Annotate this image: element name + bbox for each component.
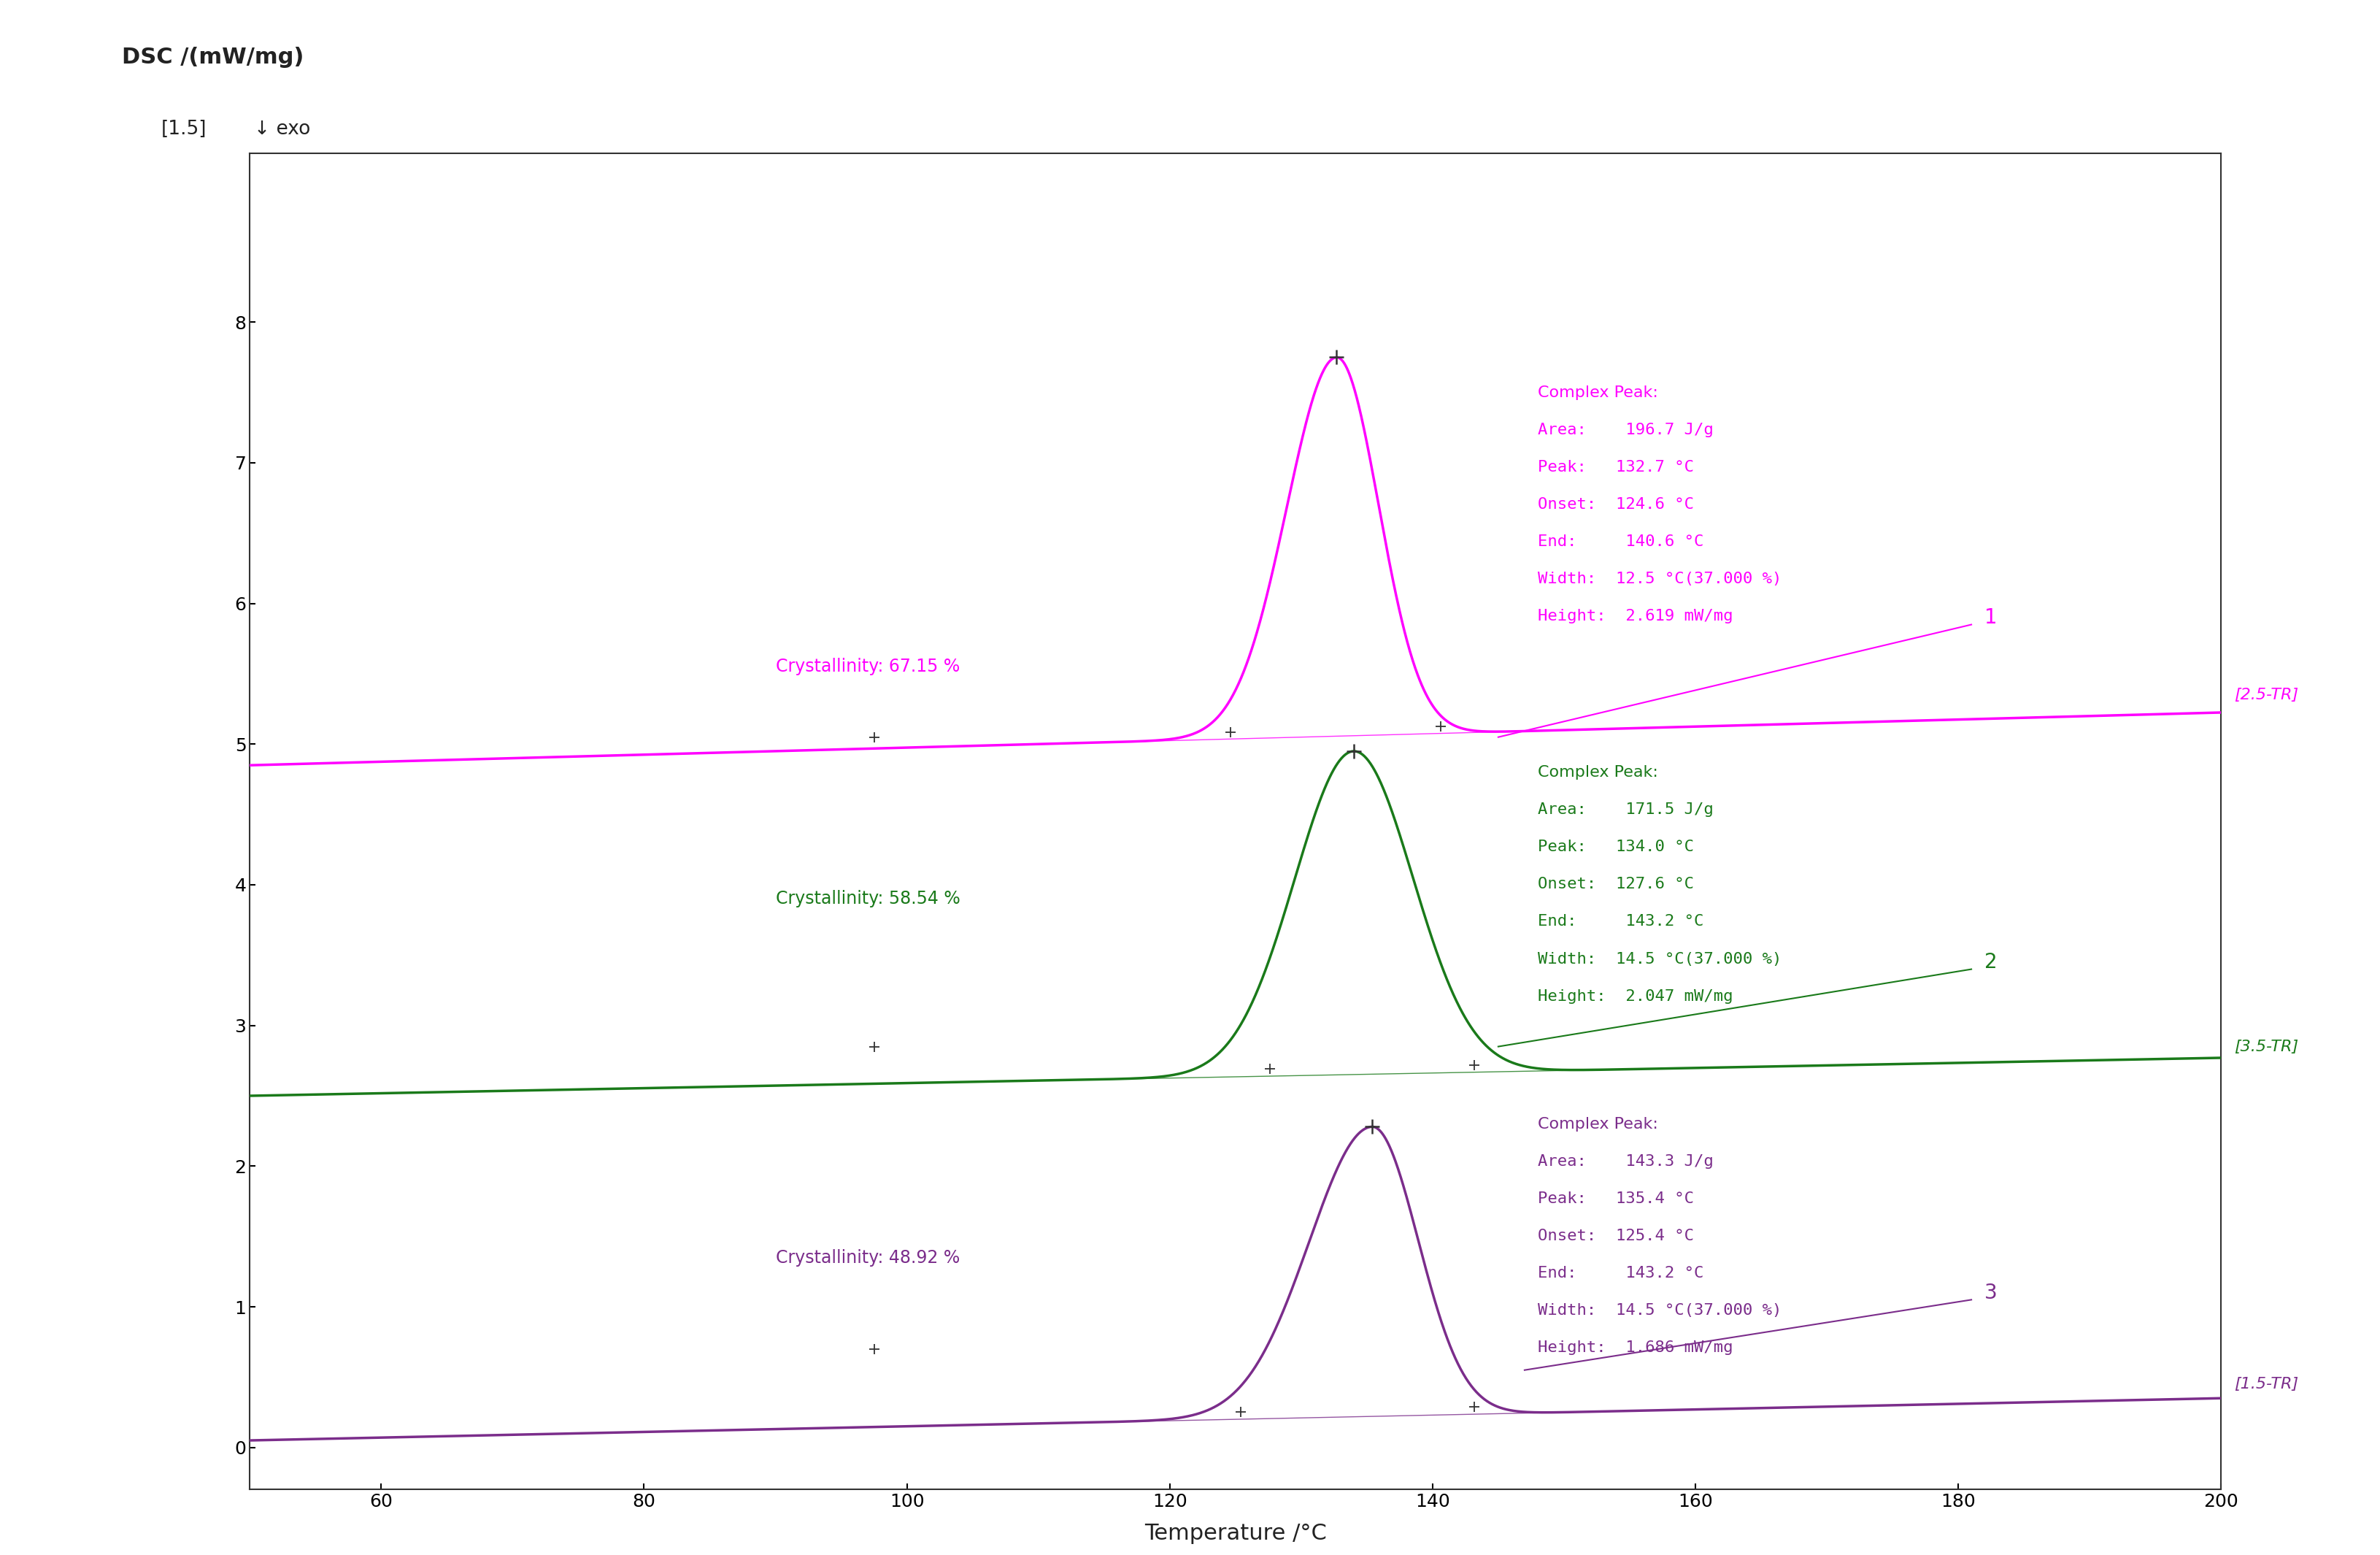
Text: Complex Peak:: Complex Peak: [1537,1116,1659,1132]
Text: Crystallinity: 58.54 %: Crystallinity: 58.54 % [776,889,959,908]
Text: Area:    143.3 J/g: Area: 143.3 J/g [1537,1154,1714,1169]
Text: [2.5-TR]: [2.5-TR] [2235,687,2299,703]
Text: 2: 2 [1985,952,1997,972]
Text: Peak:   135.4 °C: Peak: 135.4 °C [1537,1191,1695,1207]
Text: 1: 1 [1985,608,1997,628]
Text: End:     143.2 °C: End: 143.2 °C [1537,1266,1704,1281]
Text: Height:  2.619 mW/mg: Height: 2.619 mW/mg [1537,610,1733,624]
Text: End:     140.6 °C: End: 140.6 °C [1537,535,1704,549]
Text: Crystallinity: 48.92 %: Crystallinity: 48.92 % [776,1249,959,1266]
Text: Onset:  125.4 °C: Onset: 125.4 °C [1537,1228,1695,1244]
Text: Onset:  124.6 °C: Onset: 124.6 °C [1537,498,1695,512]
Text: Width:  14.5 °C(37.000 %): Width: 14.5 °C(37.000 %) [1537,1303,1783,1319]
Text: Complex Peak:: Complex Peak: [1537,386,1659,400]
X-axis label: Temperature /°C: Temperature /°C [1145,1522,1326,1544]
Text: 3: 3 [1985,1283,1997,1303]
Text: Onset:  127.6 °C: Onset: 127.6 °C [1537,877,1695,891]
Text: [1.5-TR]: [1.5-TR] [2235,1376,2299,1392]
Text: Area:    196.7 J/g: Area: 196.7 J/g [1537,423,1714,437]
Text: Width:  14.5 °C(37.000 %): Width: 14.5 °C(37.000 %) [1537,952,1783,966]
Text: Peak:   132.7 °C: Peak: 132.7 °C [1537,460,1695,474]
Text: Area:    171.5 J/g: Area: 171.5 J/g [1537,802,1714,816]
Text: Height:  2.047 mW/mg: Height: 2.047 mW/mg [1537,989,1733,1003]
Text: End:     143.2 °C: End: 143.2 °C [1537,914,1704,928]
Text: Width:  12.5 °C(37.000 %): Width: 12.5 °C(37.000 %) [1537,572,1783,586]
Text: ↓ exo: ↓ exo [255,120,309,138]
Text: Height:  1.686 mW/mg: Height: 1.686 mW/mg [1537,1340,1733,1354]
Text: Complex Peak:: Complex Peak: [1537,765,1659,781]
Text: Crystallinity: 67.15 %: Crystallinity: 67.15 % [776,658,959,675]
Text: DSC /(mW/mg): DSC /(mW/mg) [121,47,305,68]
Text: [1.5]: [1.5] [162,120,207,138]
Text: Peak:   134.0 °C: Peak: 134.0 °C [1537,840,1695,854]
Text: [3.5-TR]: [3.5-TR] [2235,1039,2299,1054]
